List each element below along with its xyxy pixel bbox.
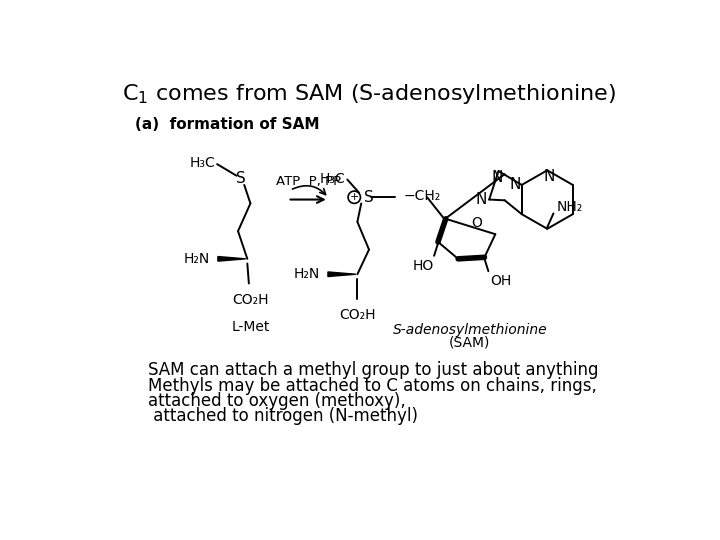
Text: attached to oxygen (methoxy),: attached to oxygen (methoxy), <box>148 392 406 410</box>
Text: OH: OH <box>490 274 512 288</box>
Polygon shape <box>328 272 356 276</box>
Text: L-Met: L-Met <box>231 320 269 334</box>
Text: CO₂H: CO₂H <box>232 293 269 307</box>
Text: SAM can attach a methyl group to just about anything: SAM can attach a methyl group to just ab… <box>148 361 598 379</box>
Text: HO: HO <box>413 259 434 273</box>
Polygon shape <box>218 256 246 261</box>
Text: (SAM): (SAM) <box>449 335 490 349</box>
Text: S: S <box>236 171 246 186</box>
Text: N: N <box>491 170 503 185</box>
Text: C$_1$ comes from SAM (S-adenosylmethionine): C$_1$ comes from SAM (S-adenosylmethioni… <box>122 82 616 106</box>
Text: CO₂H: CO₂H <box>339 308 376 322</box>
Text: Methyls may be attached to C atoms on chains, rings,: Methyls may be attached to C atoms on ch… <box>148 377 597 395</box>
Text: NH₂: NH₂ <box>557 200 582 214</box>
Text: −CH₂: −CH₂ <box>404 190 441 204</box>
Text: H₂N: H₂N <box>294 267 320 281</box>
Text: O: O <box>472 215 482 230</box>
Text: S: S <box>364 190 374 205</box>
Text: S-adenosylmethionine: S-adenosylmethionine <box>392 323 547 338</box>
Text: (a)  formation of SAM: (a) formation of SAM <box>135 117 320 132</box>
Text: H₃C: H₃C <box>320 172 346 186</box>
Text: N: N <box>510 178 521 192</box>
Text: attached to nitrogen (N-methyl): attached to nitrogen (N-methyl) <box>148 408 418 426</box>
Text: H₂N: H₂N <box>184 252 210 266</box>
Text: N: N <box>543 169 554 184</box>
Text: H₃C: H₃C <box>190 157 215 170</box>
Text: ATP  P, PP: ATP P, PP <box>276 176 341 188</box>
Text: +: + <box>350 192 359 202</box>
Text: N: N <box>476 192 487 207</box>
